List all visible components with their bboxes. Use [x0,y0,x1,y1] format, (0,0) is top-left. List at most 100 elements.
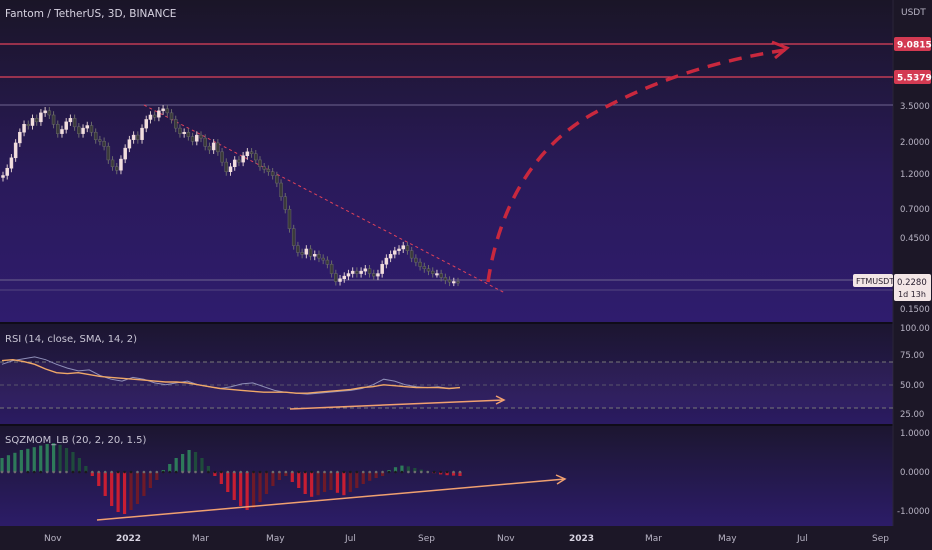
squeeze-dot [361,470,365,474]
candle [376,273,380,277]
squeeze-dot [26,470,30,474]
candle [169,112,174,120]
candle [452,281,456,284]
momentum-bar [342,472,346,496]
candle [72,118,77,128]
forecast-path[interactable] [486,48,786,283]
price-tick: 2.0000 [900,138,930,148]
time-tick: Sep [872,534,889,544]
candle [39,112,43,123]
momentum-bar [52,443,56,472]
momentum-bar [348,472,352,492]
time-axis[interactable] [0,526,932,550]
candle [98,139,102,142]
squeeze-dot [413,470,417,474]
price-pane[interactable] [0,0,893,322]
level-tag-high[interactable] [894,37,931,51]
squeeze-dot [387,470,391,474]
momentum-bar [58,444,62,472]
squeeze-dot [445,470,449,474]
squeeze-dot [290,470,294,474]
candle [64,121,68,130]
level-tag-mid[interactable] [894,70,931,84]
candle [325,259,330,265]
momentum-bar [77,458,82,472]
candle [123,147,127,160]
squeeze-dot [258,470,262,474]
squeeze-dot [271,470,275,474]
rsi-divergence-line[interactable] [289,399,505,410]
candle [136,134,140,140]
candle [5,167,9,176]
squeeze-dot [400,470,404,474]
momentum-divergence-line[interactable] [96,478,566,521]
squeeze-dot [136,470,139,474]
candle [414,257,418,263]
momentum-bar [64,448,69,472]
squeeze-dot [381,470,384,474]
rsi-pane[interactable] [0,324,893,424]
time-tick: Mar [192,534,209,544]
momentum-bar [193,452,198,472]
squeeze-dot [207,470,210,474]
momentum-bar [239,472,243,506]
squeeze-dot [316,470,320,474]
squeeze-dot [13,470,17,474]
squeeze-dot [407,470,410,474]
momentum-divergence-arrowhead [555,474,567,485]
candle [119,158,123,171]
momentum-bar [226,472,230,492]
momentum-bar [303,472,307,494]
candle [393,250,397,255]
level-tag-high-text: 9.0815 [897,41,932,51]
candle [56,124,60,134]
candle [182,131,186,134]
downtrend-line[interactable] [143,104,506,294]
price-axis[interactable] [893,0,932,526]
candle [81,127,85,134]
candle [430,270,435,274]
momentum-bar [413,468,417,472]
squeeze-dot [32,470,36,474]
candle [216,142,220,153]
candle [1,175,5,178]
candle [199,134,203,139]
candle [115,166,119,171]
momentum-bar [445,472,449,476]
squeeze-dot [355,470,359,474]
squeeze-dot [142,470,146,474]
candle [384,257,389,265]
momentum-bar [155,472,159,480]
squeeze-dot [58,470,62,474]
candle [397,248,401,251]
candle [313,254,317,257]
squeeze-dot [368,470,371,474]
squeeze-dot [394,470,397,474]
candle [258,159,262,168]
squeeze-dot [239,470,242,474]
momentum-bar [26,448,30,472]
momentum-tick: 1.0000 [900,429,930,439]
momentum-bar [284,472,288,476]
squeeze-dot [323,470,326,474]
momentum-bar [206,466,211,472]
candle [157,110,161,118]
price-tick: 0.7000 [900,205,930,215]
momentum-tick: 0.0000 [900,468,930,478]
candle [266,168,271,173]
ticker-tag[interactable] [853,274,893,287]
currency-label: USDT [901,8,926,18]
squeeze-dot [71,470,75,474]
price-candles[interactable] [1,105,460,287]
candle [51,114,56,125]
momentum-bar [213,472,217,476]
candle [346,273,351,277]
last-price-tag[interactable] [894,274,931,301]
momentum-bar [116,472,120,512]
momentum-bar [90,472,94,476]
candle [296,245,300,253]
rsi-ma-line [1,358,461,394]
squeeze-dot [336,470,339,474]
candle [224,161,229,173]
